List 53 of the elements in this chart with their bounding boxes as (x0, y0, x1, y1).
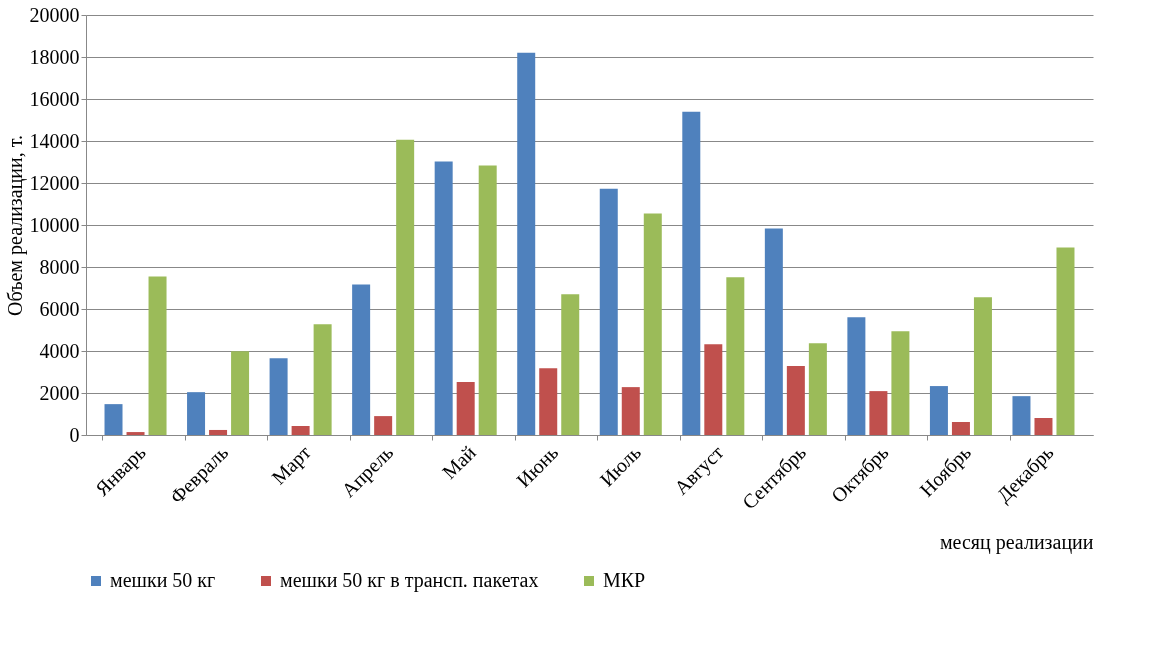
bar (539, 368, 558, 435)
bar (891, 331, 910, 435)
bar (291, 425, 310, 435)
bar (929, 386, 948, 435)
y-tick-label: 4000 (39, 339, 80, 362)
bar (704, 344, 723, 435)
x-axis-title: месяц реализации (939, 531, 1094, 555)
y-tick-label: 16000 (29, 87, 80, 110)
bar (187, 392, 206, 435)
bar (847, 317, 866, 435)
y-tick-label: 14000 (29, 129, 80, 152)
bar (1034, 417, 1053, 435)
bar (621, 387, 640, 435)
bar (104, 404, 123, 435)
y-tick-label: 18000 (29, 45, 80, 68)
legend-label: мешки 50 кг в трансп. пакетах (280, 569, 539, 592)
bar (517, 52, 536, 435)
bar (869, 391, 888, 435)
bar (726, 277, 745, 435)
bar (1012, 396, 1031, 435)
bar (148, 276, 167, 435)
bar (1056, 247, 1075, 435)
bar (599, 188, 618, 435)
bar (209, 429, 228, 435)
bar (434, 161, 453, 435)
bar (478, 165, 497, 435)
bar (269, 358, 288, 435)
bar (126, 432, 145, 435)
x-tick-label: Май (437, 440, 481, 484)
bar (643, 213, 662, 435)
bar (951, 421, 970, 435)
bar (764, 228, 783, 435)
bar (396, 139, 415, 435)
y-tick-label: 6000 (39, 297, 80, 320)
y-tick-label: 2000 (39, 381, 80, 404)
legend-label: мешки 50 кг (110, 569, 216, 591)
y-tick-label: 8000 (39, 255, 80, 278)
y-tick-label: 20000 (29, 3, 80, 26)
bar (352, 284, 371, 435)
bar (456, 382, 475, 435)
bar (808, 343, 827, 435)
bar (313, 324, 332, 435)
legend-label: МКР (603, 569, 646, 591)
y-tick-label: 10000 (29, 213, 80, 236)
bar (561, 294, 580, 435)
bar (231, 351, 250, 435)
y-axis-title: Объем реализации, т. (3, 135, 27, 316)
bar (973, 297, 992, 435)
y-tick-label: 12000 (29, 171, 80, 194)
bar (682, 111, 701, 435)
y-tick-label: 0 (69, 423, 80, 446)
bar (786, 366, 805, 435)
bar (374, 416, 393, 435)
